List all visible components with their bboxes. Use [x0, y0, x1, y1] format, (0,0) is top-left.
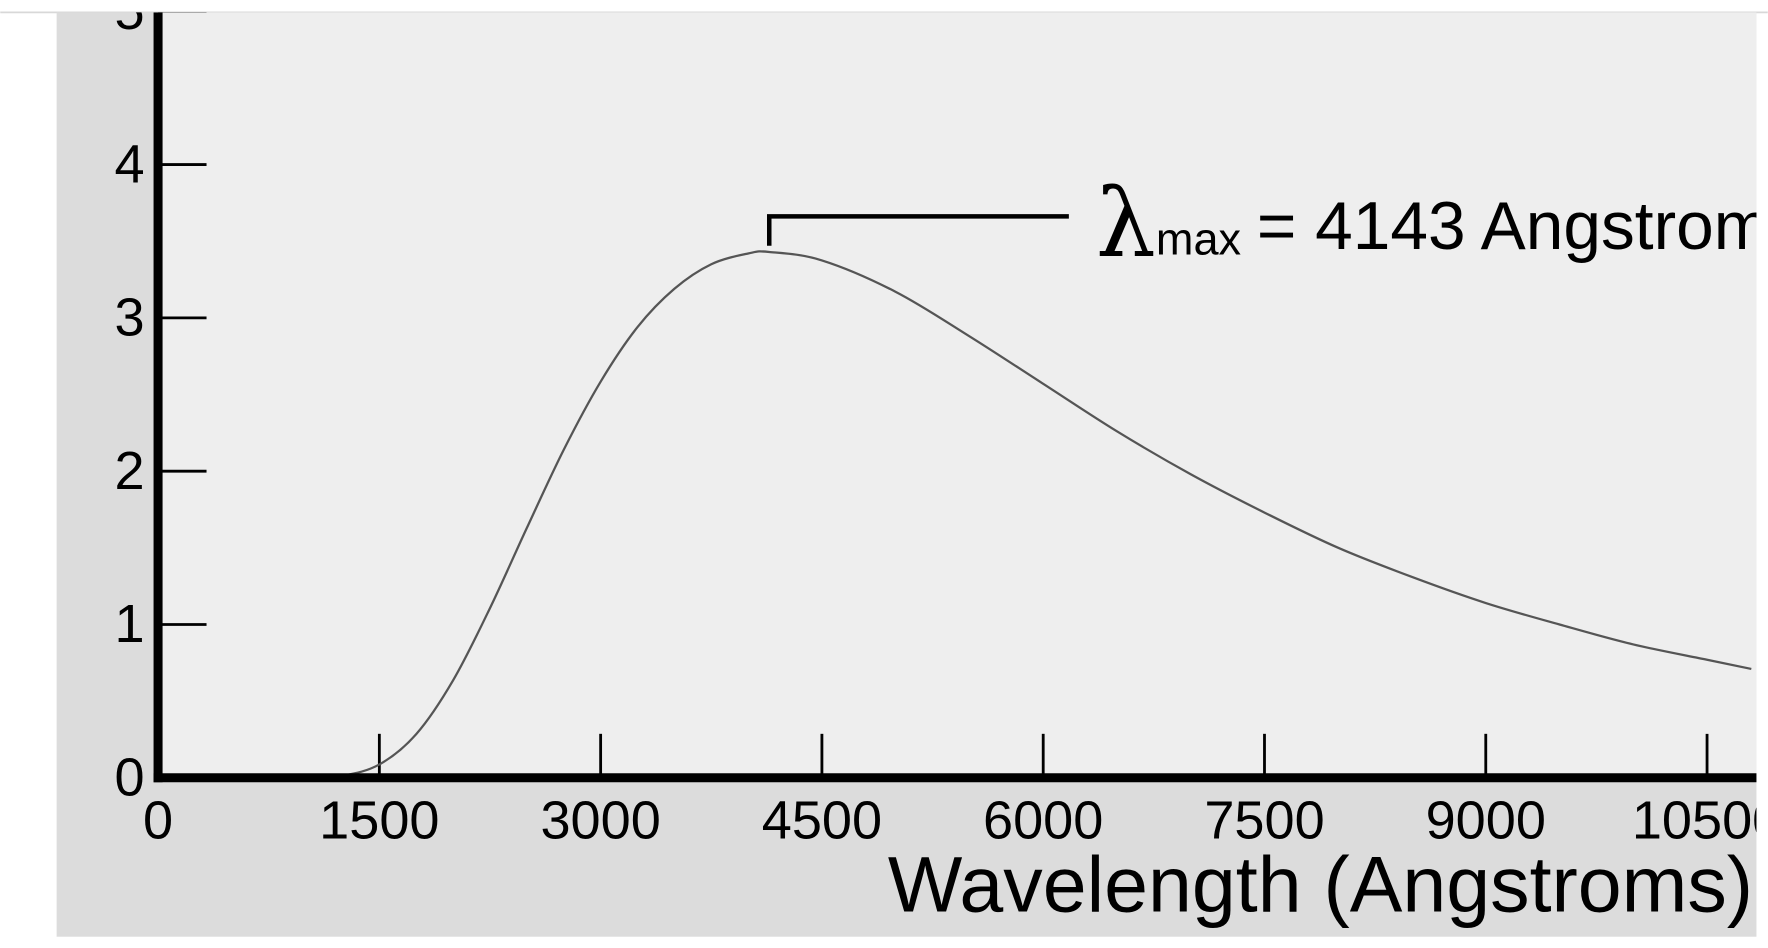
x-tick-label: 9000 [1426, 790, 1546, 850]
y-tick-label: 2 [114, 441, 144, 501]
y-tick-label: 0 [114, 747, 144, 807]
x-tick-label: 7500 [1204, 790, 1324, 850]
y-tick-label: 1 [114, 594, 144, 654]
x-tick-label: 3000 [540, 790, 660, 850]
x-tick-label: 10500 [1632, 790, 1768, 850]
y-tick-label: 4 [114, 134, 144, 194]
annotation: λmax = 4143 Angstroms [1096, 169, 1768, 279]
x-tick-label: 1500 [319, 790, 439, 850]
x-tick-label: 0 [143, 790, 173, 850]
x-tick-label: 6000 [983, 790, 1103, 850]
annotation-bracket [766, 214, 1069, 246]
x-tick-label: 4500 [762, 790, 882, 850]
plot: Wavelength (Angstroms) 0 1 2 3 4 5 0 1500 3000 45… [56, 0, 1768, 937]
x-axis-label: Wavelength (Angstroms) [888, 840, 1753, 928]
plot-area [158, 12, 1757, 778]
y-tick-label: 5 [114, 0, 144, 41]
y-tick-label: 3 [114, 288, 144, 348]
curve [231, 250, 1752, 779]
annotation-text: = 4143 Angstroms [1257, 189, 1768, 264]
annotation-subscript: max [1156, 213, 1242, 264]
annotation-symbol: λ [1096, 169, 1156, 279]
